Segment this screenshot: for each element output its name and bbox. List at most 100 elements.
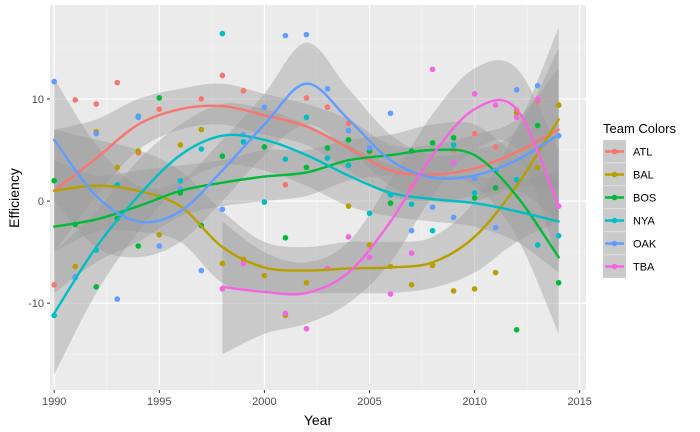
point-bos: [219, 153, 226, 159]
legend-label-bal: BAL: [633, 170, 654, 182]
smooth-line-oak: [53, 82, 560, 224]
point-bal: [261, 272, 268, 279]
legend-label-atl: ATL: [633, 147, 652, 159]
point-atl: [72, 97, 79, 103]
point-oak: [387, 110, 394, 117]
point-tba: [282, 310, 289, 317]
point-nya: [450, 142, 457, 148]
point-atl: [324, 104, 331, 110]
point-atl: [303, 95, 310, 101]
smooth-line-atl: [53, 104, 560, 193]
y-axis: -10 0 10: [28, 94, 50, 310]
point-nya: [261, 199, 268, 205]
data-points: [51, 30, 562, 333]
point-tba: [429, 66, 436, 73]
point-bos: [534, 122, 541, 129]
point-oak: [135, 114, 142, 121]
point-oak: [324, 85, 331, 92]
point-bal: [492, 269, 499, 276]
point-bal: [156, 231, 163, 238]
legend-key-point: [611, 263, 618, 270]
point-bal: [555, 102, 562, 108]
point-oak: [51, 78, 58, 85]
point-oak: [471, 175, 478, 182]
point-bal: [534, 164, 541, 171]
point-atl: [219, 72, 226, 79]
point-tba: [513, 114, 520, 121]
point-tba: [534, 96, 541, 102]
point-nya: [177, 177, 184, 184]
point-atl: [492, 144, 499, 150]
smooth-lines: [53, 82, 560, 315]
confidence-band-oak: [54, 42, 559, 258]
smooth-line-tba: [221, 98, 560, 296]
point-bos: [135, 243, 142, 249]
point-bal: [450, 288, 457, 294]
x-tick-label: 2015: [567, 396, 591, 408]
point-tba: [345, 234, 352, 240]
point-atl: [114, 79, 121, 86]
point-oak: [345, 127, 352, 134]
x-axis-title: Year: [304, 412, 333, 428]
x-tick-label: 2000: [252, 396, 276, 408]
point-nya: [513, 176, 520, 183]
point-bal: [303, 279, 310, 286]
confidence-band-atl: [54, 68, 559, 253]
legend-key-point: [611, 194, 618, 201]
point-bal: [471, 286, 478, 292]
point-oak: [261, 104, 268, 110]
point-bal: [198, 126, 205, 133]
x-tick-label: 2005: [357, 396, 381, 408]
point-bos: [282, 235, 289, 241]
y-tick-label: -10: [28, 298, 44, 310]
point-oak: [282, 32, 289, 39]
point-oak: [198, 267, 205, 274]
point-nya: [324, 155, 331, 161]
point-bos: [303, 164, 310, 171]
x-tick-label: 1995: [147, 396, 171, 408]
point-nya: [408, 201, 415, 207]
point-atl: [198, 96, 205, 102]
legend-key-point: [611, 217, 618, 224]
point-tba: [492, 102, 499, 108]
point-bos: [429, 140, 436, 146]
point-oak: [534, 82, 541, 89]
point-nya: [198, 146, 205, 152]
point-nya: [429, 227, 436, 234]
point-oak: [513, 86, 520, 93]
confidence-band-nya: [54, 103, 559, 375]
point-tba: [471, 91, 478, 97]
point-bal: [177, 142, 184, 148]
point-atl: [471, 130, 478, 137]
point-bos: [471, 195, 478, 201]
plot-panel: [50, 5, 586, 390]
point-nya: [534, 242, 541, 248]
point-oak: [156, 243, 163, 249]
y-tick-label: 10: [32, 94, 44, 106]
point-bos: [345, 137, 352, 143]
point-tba: [450, 159, 457, 166]
point-bos: [492, 184, 499, 191]
point-bal: [345, 203, 352, 209]
point-nya: [345, 162, 352, 169]
point-bal: [135, 148, 142, 154]
smooth-line-bos: [53, 148, 560, 259]
point-nya: [51, 312, 58, 319]
point-nya: [555, 232, 562, 239]
legend: Team Colors ATL BAL BOS NYA OAK TBA: [602, 121, 676, 279]
x-tick-label: 1990: [42, 396, 66, 408]
point-bos: [387, 200, 394, 206]
point-nya: [240, 139, 247, 145]
legend-key-point: [611, 171, 618, 178]
point-oak: [450, 214, 457, 221]
smooth-line-bal: [53, 118, 560, 272]
point-atl: [51, 282, 58, 288]
point-atl: [93, 101, 100, 107]
point-nya: [219, 30, 226, 37]
point-bal: [114, 164, 121, 171]
point-bos: [513, 326, 520, 333]
point-bos: [261, 144, 268, 150]
legend-label-oak: OAK: [633, 239, 657, 251]
point-bos: [555, 279, 562, 286]
